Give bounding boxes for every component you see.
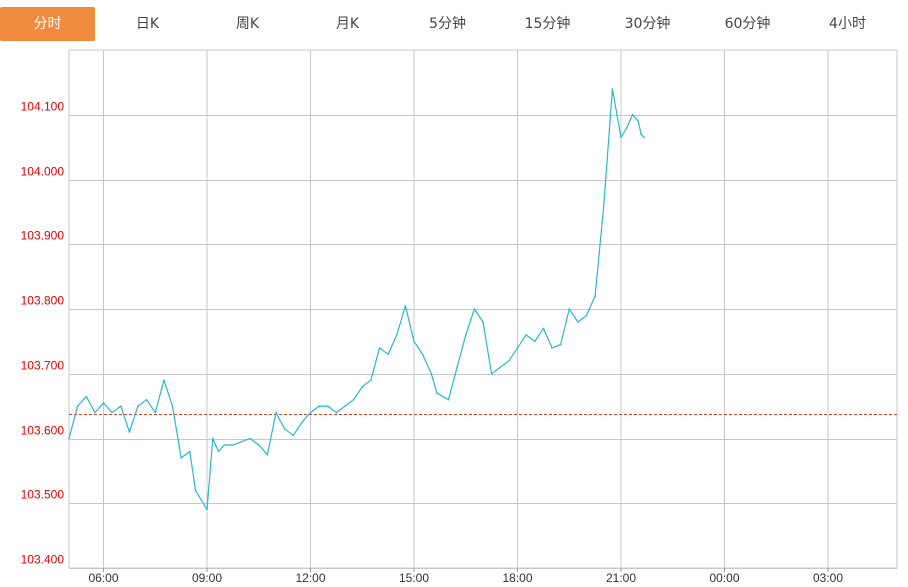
price-point xyxy=(318,405,320,407)
price-point xyxy=(640,133,642,135)
price-point xyxy=(189,450,191,453)
price-point xyxy=(111,411,113,414)
tab-daily-k[interactable]: 日K xyxy=(135,16,160,32)
price-point xyxy=(283,428,286,430)
price-point xyxy=(258,444,260,446)
price-point xyxy=(240,440,243,443)
price-point xyxy=(447,398,450,401)
price-point xyxy=(611,88,614,90)
y-tick-label: 104.100 xyxy=(21,100,65,114)
price-point xyxy=(94,411,96,414)
tab-60min[interactable]: 60分钟 xyxy=(724,16,771,32)
price-point xyxy=(378,347,381,349)
price-point xyxy=(217,450,220,453)
tab-monthly-k[interactable]: 月K xyxy=(335,16,360,32)
price-point xyxy=(292,434,295,437)
price-point xyxy=(128,431,131,433)
price-point xyxy=(352,398,355,401)
period-tab-bar: 分时 日K 周K 月K 5分钟 15分钟 30分钟 60分钟 4小时 xyxy=(0,7,905,41)
price-point xyxy=(68,437,70,440)
price-point xyxy=(585,314,588,317)
price-point xyxy=(482,321,484,323)
price-point xyxy=(620,136,622,139)
price-point xyxy=(516,347,519,349)
price-point xyxy=(102,402,105,404)
price-point xyxy=(301,421,303,424)
price-point xyxy=(577,321,579,323)
x-tick-label: 12:00 xyxy=(295,571,325,585)
price-point xyxy=(361,385,364,388)
tab-weekly-k[interactable]: 周K xyxy=(235,16,260,32)
tab-4hour[interactable]: 4小时 xyxy=(829,16,866,32)
price-point xyxy=(430,373,433,375)
price-point xyxy=(542,327,545,330)
price-point xyxy=(163,379,165,382)
price-point xyxy=(490,373,493,375)
price-point xyxy=(643,136,645,139)
price-point xyxy=(76,405,79,407)
price-point xyxy=(413,340,415,343)
price-point xyxy=(436,392,438,395)
price-point xyxy=(568,308,571,310)
y-tick-label: 103.400 xyxy=(21,553,65,567)
price-point xyxy=(404,305,407,307)
price-point xyxy=(180,457,182,459)
price-point xyxy=(212,437,214,440)
y-tick-label: 103.600 xyxy=(21,424,65,438)
tab-intraday[interactable]: 分时 xyxy=(0,7,95,41)
price-point xyxy=(194,489,197,492)
x-tick-label: 00:00 xyxy=(709,571,739,585)
price-point xyxy=(232,444,234,446)
tab-30min[interactable]: 30分钟 xyxy=(624,16,671,32)
y-tick-label: 103.700 xyxy=(21,359,65,373)
x-tick-label: 18:00 xyxy=(502,571,532,585)
price-point xyxy=(309,411,312,414)
y-tick-label: 103.500 xyxy=(21,488,65,502)
price-point xyxy=(473,308,476,310)
price-point xyxy=(603,204,605,207)
price-point xyxy=(344,405,346,407)
price-point xyxy=(525,334,527,336)
price-point xyxy=(594,295,596,297)
y-tick-label: 103.800 xyxy=(21,294,65,308)
tab-5min[interactable]: 5分钟 xyxy=(429,16,466,32)
price-point xyxy=(387,353,389,356)
y-tick-label: 104.000 xyxy=(21,165,65,179)
x-tick-label: 15:00 xyxy=(399,571,429,585)
x-tick-label: 09:00 xyxy=(192,571,222,585)
price-point xyxy=(85,395,88,398)
x-tick-label: 21:00 xyxy=(606,571,636,585)
price-point xyxy=(551,347,553,349)
price-point xyxy=(154,411,157,414)
x-tick-label: 03:00 xyxy=(813,571,843,585)
price-point xyxy=(327,405,329,407)
x-tick-label: 06:00 xyxy=(88,571,118,585)
price-point xyxy=(145,398,148,401)
y-tick-label: 103.900 xyxy=(21,229,65,243)
price-point xyxy=(370,379,372,382)
price-point xyxy=(465,334,467,336)
price-point xyxy=(120,405,122,407)
price-point xyxy=(421,353,424,356)
price-point xyxy=(223,444,226,446)
price-point xyxy=(456,366,458,369)
price-point xyxy=(626,126,628,129)
price-point xyxy=(335,411,338,414)
price-point xyxy=(171,405,174,407)
price-point xyxy=(534,340,536,343)
price-point xyxy=(637,120,640,122)
price-point xyxy=(137,405,139,407)
price-point xyxy=(266,453,269,456)
price-point xyxy=(249,437,251,440)
price-point xyxy=(508,360,510,362)
price-point xyxy=(631,114,634,116)
price-point xyxy=(206,508,208,511)
price-point xyxy=(559,343,562,346)
tab-15min[interactable]: 15分钟 xyxy=(524,16,571,32)
price-point xyxy=(275,411,277,414)
price-point xyxy=(396,334,398,336)
price-point xyxy=(499,366,502,369)
price-series-line[interactable] xyxy=(68,88,645,511)
